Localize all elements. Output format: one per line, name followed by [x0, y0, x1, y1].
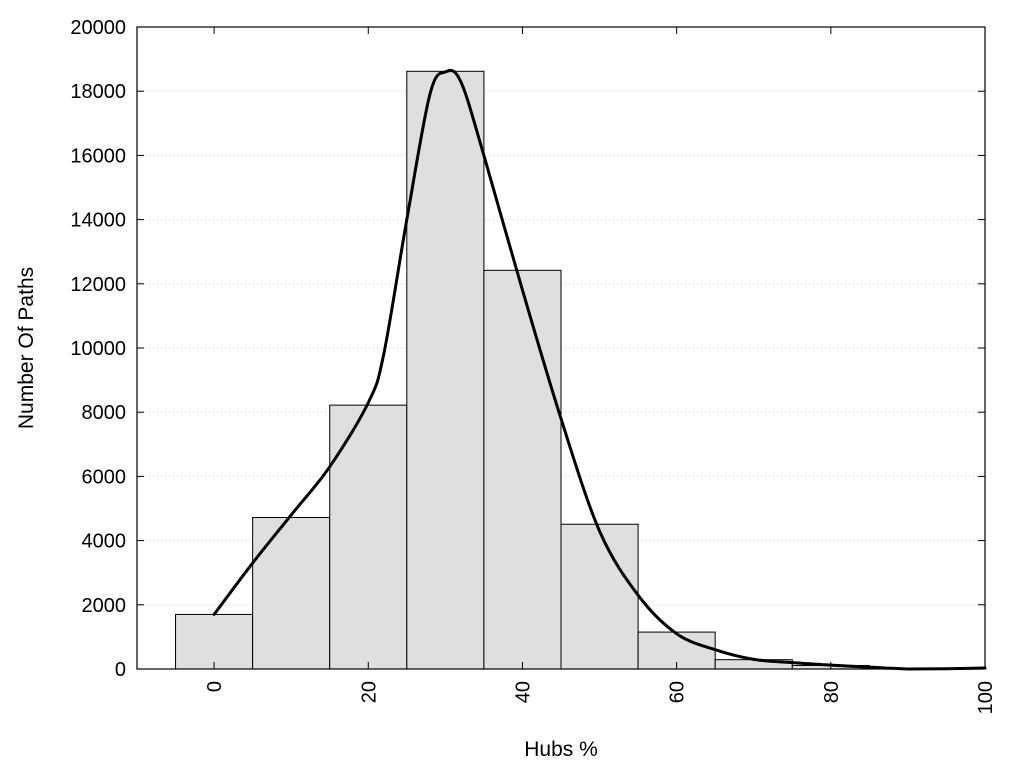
x-tick-label: 20	[358, 681, 380, 703]
histogram-bar	[252, 516, 331, 670]
histogram-bar	[175, 613, 254, 670]
histogram-bar	[483, 269, 562, 670]
y-tick-label: 2000	[82, 595, 127, 617]
histogram-bar	[329, 404, 408, 670]
x-tick-label: 40	[512, 681, 534, 703]
x-axis: 0 20 40 60 80 100	[204, 27, 997, 714]
y-axis: 0 2000 4000 6000 8000 10000 12000 14000 16000 180…	[70, 17, 985, 681]
y-tick-label: 8000	[82, 402, 127, 424]
x-tick-label: 0	[204, 681, 226, 692]
density-curve	[212, 68, 987, 671]
y-tick-label: 20000	[70, 17, 126, 39]
histogram-bar	[560, 523, 639, 670]
x-tick-label: 80	[821, 681, 843, 703]
x-tick-label: 60	[667, 681, 689, 703]
y-axis-label: Number Of Paths	[15, 267, 38, 429]
y-tick-label: 14000	[70, 210, 126, 232]
y-tick-label: 4000	[82, 531, 127, 553]
y-tick-label: 6000	[82, 466, 127, 488]
x-tick-label: 100	[975, 681, 997, 714]
y-tick-label: 0	[115, 659, 126, 681]
y-tick-label: 16000	[70, 145, 126, 167]
bars	[175, 70, 870, 670]
y-tick-label: 18000	[70, 81, 126, 103]
y-tick-label: 12000	[70, 274, 126, 296]
histogram-bar	[406, 70, 485, 670]
y-tick-label: 10000	[70, 338, 126, 360]
x-axis-label: Hubs %	[524, 738, 598, 761]
